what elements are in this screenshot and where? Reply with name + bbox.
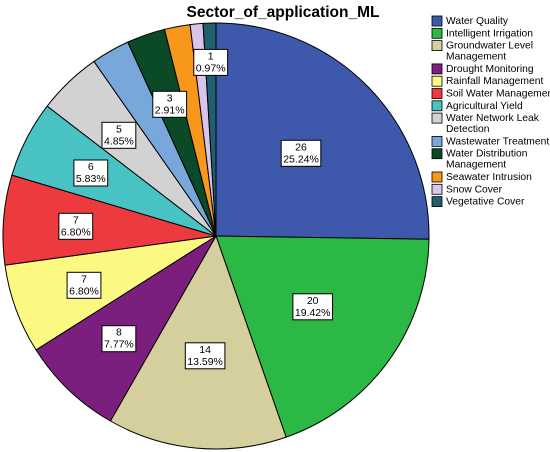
legend-item-snow-cover: Snow Cover <box>431 183 503 195</box>
slice-count-label: 6 <box>88 161 94 173</box>
slice-count-label: 7 <box>81 273 87 285</box>
legend-label: Detection <box>446 124 490 135</box>
legend-item-intelligent-irrigation: Intelligent Irrigation <box>431 27 533 39</box>
slice-count-label: 5 <box>116 123 122 135</box>
slice-labels: 2625.24%2019.42%1413.59%87.77%76.80%76.8… <box>58 48 333 370</box>
slice-percent-label: 25.24% <box>283 153 319 165</box>
legend-item-wastewater-treatment: Wastewater Treatment <box>431 135 549 147</box>
pie-slice-intelligent-irrigation <box>215 235 430 438</box>
legend-label: Groundwater Level <box>446 41 533 52</box>
legend-swatch <box>431 183 443 195</box>
slice-count-label: 14 <box>199 344 211 356</box>
pie-slice-vegetative-cover <box>202 22 217 237</box>
legend-swatch <box>431 40 443 51</box>
legend-swatch <box>431 15 443 27</box>
slice-label-water-network-leak-detection: 54.85% <box>101 121 137 149</box>
legend-swatch <box>431 171 443 183</box>
slice-percent-label: 2.91% <box>155 104 185 116</box>
legend-item-drought-monitoring: Drought Monitoring <box>431 63 534 75</box>
pie-slice-water-quality <box>215 22 430 240</box>
legend-label: Management <box>446 160 506 171</box>
slice-count-label: 7 <box>73 214 79 226</box>
pie-slices <box>2 22 430 450</box>
legend-swatch <box>431 196 443 208</box>
slice-count-label: 8 <box>116 327 122 339</box>
legend-swatch <box>431 135 443 147</box>
slice-percent-label: 6.80% <box>61 226 91 238</box>
legend-label: Water Quality <box>446 16 509 27</box>
legend-label: Seawater Intrusion <box>446 172 532 183</box>
slice-label-rainfall-management: 76.80% <box>66 271 102 299</box>
slice-percent-label: 4.85% <box>104 135 134 147</box>
legend-item-seawater-intrusion: Seawater Intrusion <box>431 171 532 183</box>
slice-percent-label: 7.77% <box>104 339 134 351</box>
legend-swatch <box>431 63 443 75</box>
legend-label: Vegetative Cover <box>446 197 525 208</box>
slice-count-label: 26 <box>295 141 307 153</box>
legend-label: Water Network Leak <box>446 113 540 124</box>
legend-label: Water Distribution <box>446 149 528 160</box>
legend-label: Intelligent Irrigation <box>446 28 533 39</box>
legend-label: Wastewater Treatment <box>446 136 549 147</box>
legend-label: Snow Cover <box>446 184 503 195</box>
slice-label-agricultural-yield: 65.83% <box>73 159 109 187</box>
slice-count-label: 3 <box>167 92 173 104</box>
legend-swatch <box>431 88 443 99</box>
legend-item-rainfall-management: Rainfall Management <box>431 75 543 87</box>
slice-label-water-distribution-management: 32.91% <box>152 90 188 118</box>
legend-label: Agricultural Yield <box>446 101 523 112</box>
legend-label: Drought Monitoring <box>446 64 534 75</box>
slice-label-soil-water-management: 76.80% <box>58 212 94 240</box>
legend-swatch <box>431 112 443 124</box>
slice-percent-label: 19.42% <box>295 307 331 319</box>
legend-label: Rainfall Management <box>446 76 543 87</box>
legend-label: Management <box>446 52 506 63</box>
legend-swatch <box>431 75 443 87</box>
legend-item-soil-water-management: Soil Water Management <box>431 88 550 100</box>
slice-percent-label: 13.59% <box>187 356 223 368</box>
legend-swatch <box>431 148 443 160</box>
chart-title: Sector_of_application_ML <box>187 4 380 21</box>
slice-label-drought-monitoring: 87.77% <box>101 325 137 353</box>
legend-swatch <box>431 27 443 39</box>
legend-swatch <box>431 100 443 112</box>
slice-percent-label: 0.97% <box>196 62 226 74</box>
slice-percent-label: 6.80% <box>69 285 99 297</box>
legend-item-agricultural-yield: Agricultural Yield <box>431 100 523 112</box>
legend-item-vegetative-cover: Vegetative Cover <box>431 196 525 208</box>
slice-count-label: 1 <box>208 50 214 62</box>
slice-label-vegetative-cover: 10.97% <box>193 48 229 76</box>
slice-percent-label: 5.83% <box>76 173 106 185</box>
slice-count-label: 20 <box>307 295 319 307</box>
legend-item-water-quality: Water Quality <box>431 15 509 27</box>
legend-label: Soil Water Management <box>446 89 550 100</box>
